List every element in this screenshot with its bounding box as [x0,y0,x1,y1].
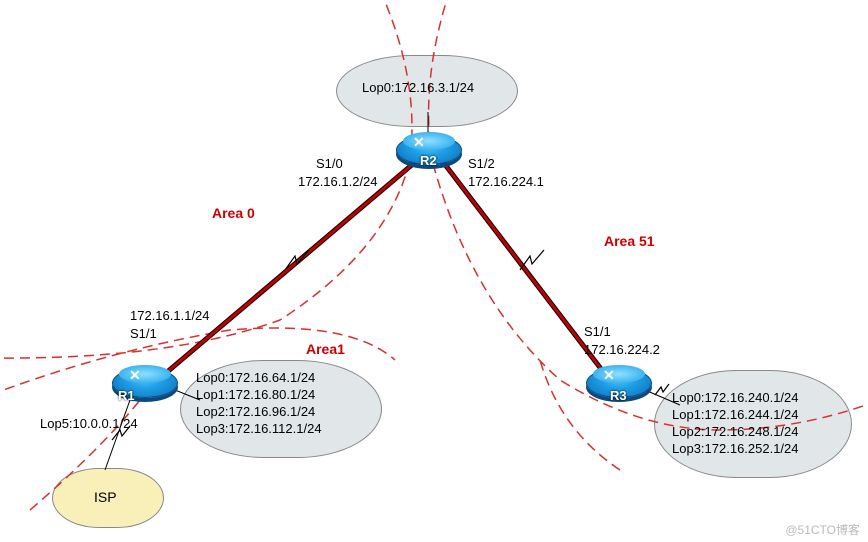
r3-lop0: Lop0:172.16.240.1/24 [672,390,799,407]
r1-lop5: Lop5:10.0.0.1/24 [40,416,138,433]
r1-lop1: Lop1:172.16.80.1/24 [196,387,315,404]
r1-s11-ip: 172.16.1.1/24 [130,308,210,325]
area51-label: Area 51 [604,232,655,250]
r1-s11-if: S1/1 [130,326,157,343]
r1-lop3: Lop3:172.16.112.1/24 [196,421,322,438]
router-r3-label: R3 [610,388,627,403]
r2-s10-if: S1/0 [316,156,343,173]
r2-s12-if: S1/2 [468,156,495,173]
router-r2: ✕ R2 [396,135,460,175]
r3-s11-ip: 172.16.224.2 [584,342,660,359]
area0-label: Area 0 [212,204,255,222]
r2-s12-ip: 172.16.224.1 [468,174,544,191]
r1-lop2: Lop2:172.16.96.1/24 [196,404,315,421]
isp-label: ISP [94,488,117,506]
r3-lop2: Lop2:172.16.248.1/24 [672,424,799,441]
r3-lop1: Lop1:172.16.244.1/24 [672,407,799,424]
r3-s11-if: S1/1 [584,324,611,341]
r1-lop0: Lop0:172.16.64.1/24 [196,370,315,387]
r3-lop3: Lop3:172.16.252.1/24 [672,441,799,458]
watermark: @51CTO博客 [785,521,860,538]
area1-label: Area1 [306,340,345,358]
router-r1: ✕ R1 [112,368,176,408]
r2-s10-ip: 172.16.1.2/24 [298,174,378,191]
router-r3: ✕ R3 [586,368,650,408]
router-r1-label: R1 [118,388,135,403]
router-r2-label: R2 [420,153,437,168]
r2-lop0: Lop0:172.16.3.1/24 [362,80,474,97]
